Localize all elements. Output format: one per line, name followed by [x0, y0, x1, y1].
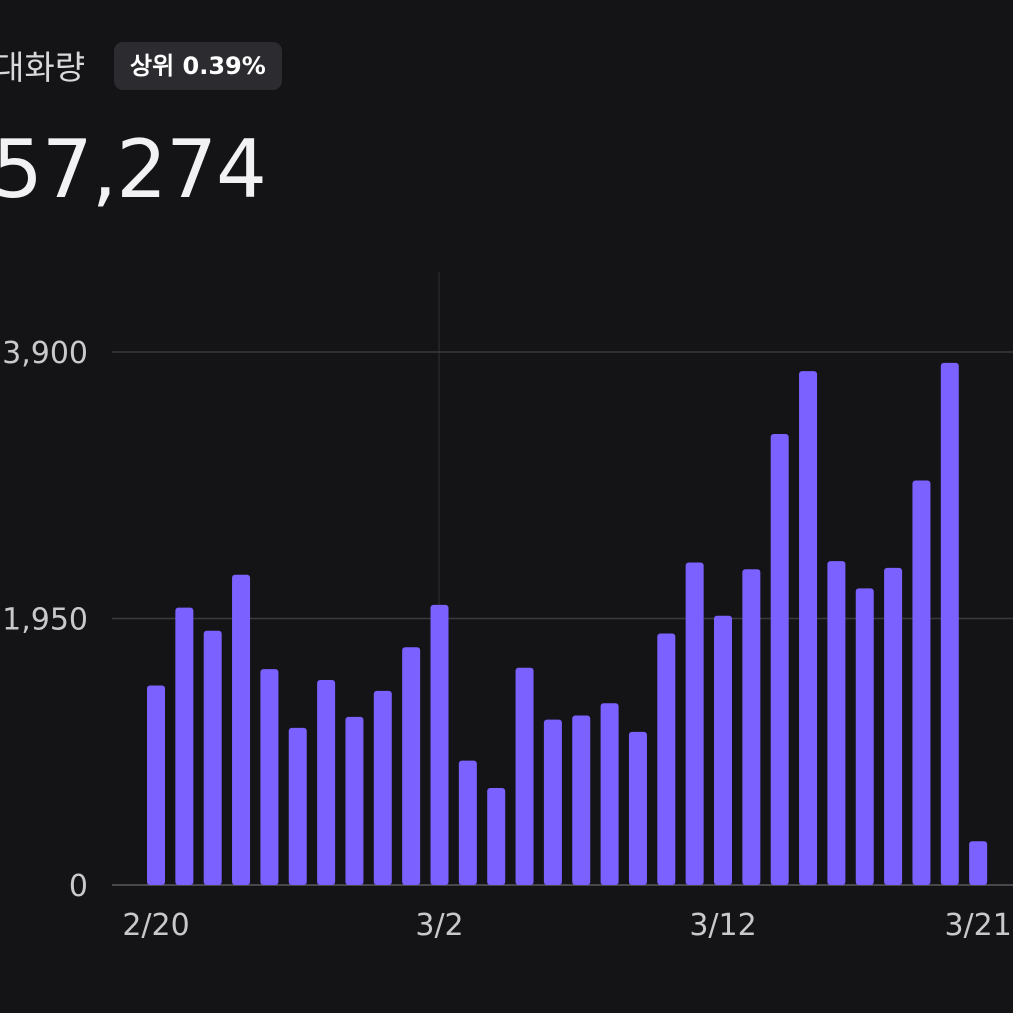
bar — [884, 567, 903, 885]
bar — [685, 562, 704, 885]
bar — [912, 480, 931, 885]
bar — [543, 719, 562, 885]
bar — [402, 647, 421, 885]
bar — [373, 690, 392, 885]
bar — [799, 371, 818, 886]
bar — [742, 569, 761, 885]
bar — [940, 362, 959, 885]
bar — [827, 561, 846, 885]
bar — [345, 716, 364, 885]
bar — [714, 615, 732, 885]
bar — [770, 434, 789, 885]
x-axis-ticks: 2/20 3/2 3/12 3/21 — [122, 908, 1012, 943]
bar — [487, 787, 506, 885]
bar — [232, 574, 251, 885]
bar — [147, 685, 165, 885]
bar — [600, 703, 619, 885]
bar — [288, 727, 307, 885]
bar — [515, 667, 534, 885]
x-tick-label: 3/12 — [689, 908, 756, 943]
rank-badge: 상위 0.39% — [114, 42, 282, 90]
bar — [175, 607, 194, 885]
bar — [317, 680, 336, 885]
bar — [203, 630, 222, 885]
bar — [969, 841, 988, 885]
y-tick-label: 3,900 — [2, 336, 88, 371]
bar — [458, 760, 477, 885]
bar — [572, 715, 591, 885]
y-tick-label: 0 — [69, 869, 88, 904]
total-conversation-count: 57,274 — [0, 123, 267, 216]
bar — [430, 604, 449, 885]
bars — [147, 362, 988, 886]
x-tick-label: 3/21 — [944, 908, 1011, 943]
metric-title: 대화량 — [0, 48, 86, 87]
y-tick-label: 1,950 — [2, 603, 88, 638]
bar — [260, 669, 279, 885]
x-tick-label: 3/2 — [415, 908, 463, 943]
bar — [657, 633, 676, 885]
bar — [855, 588, 874, 885]
x-tick-label: 2/20 — [122, 908, 189, 943]
y-axis-ticks: 0 1,950 3,900 — [2, 336, 88, 904]
bar — [628, 731, 647, 885]
